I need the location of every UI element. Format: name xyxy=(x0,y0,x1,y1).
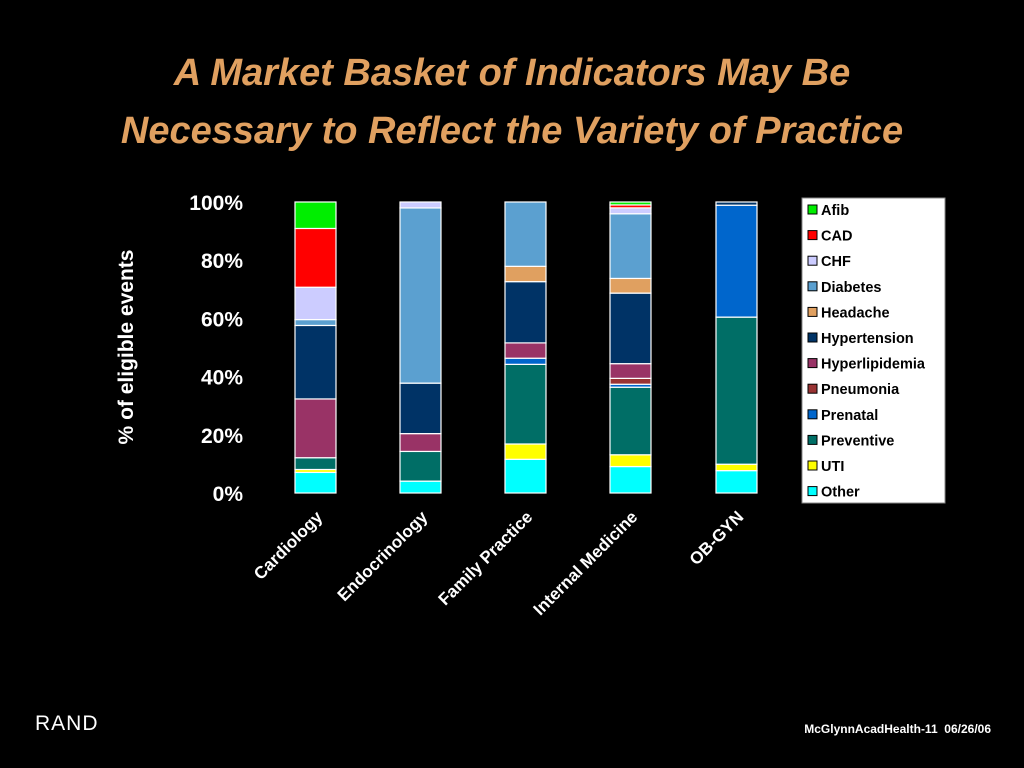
y-tick-label: 20% xyxy=(201,425,243,448)
bar-segment-chf xyxy=(294,286,337,321)
bar-segment-hypertension xyxy=(715,201,758,206)
legend-label-headache: Headache xyxy=(821,305,890,321)
y-axis: 0% 20% 40% 60% 80% 100% xyxy=(189,192,243,506)
bar-segment-other xyxy=(715,470,758,494)
bar-segment-hyperlipidemia xyxy=(504,342,547,359)
legend-label-pneumonia: Pneumonia xyxy=(821,382,900,398)
bar-segment-hypertension xyxy=(504,281,547,344)
bar-group-cardiology xyxy=(294,201,337,494)
bar-segment-chf xyxy=(609,207,652,215)
legend-label-other: Other xyxy=(821,485,860,501)
bar-segment-hypertension xyxy=(609,292,652,365)
legend-box xyxy=(801,197,946,504)
bar-segment-hyperlipidemia xyxy=(609,363,652,379)
legend-swatch-preventive xyxy=(807,434,818,445)
legend-label-uti: UTI xyxy=(821,459,844,475)
legend-swatch-other xyxy=(807,486,818,497)
legend-swatch-cad xyxy=(807,230,818,241)
x-axis: Cardiology Endocrinology Family PracticeIn… xyxy=(250,507,747,619)
bar-segment-pneumonia xyxy=(609,377,652,385)
bar-segment-afib xyxy=(609,201,652,206)
x-tick-label: Internal Medicine xyxy=(530,507,642,619)
bar-segment-preventive xyxy=(504,363,547,445)
y-tick-label: 40% xyxy=(201,367,243,390)
x-tick-label: Cardiology xyxy=(250,507,327,584)
legend-swatch-uti xyxy=(807,460,818,471)
bar-segment-diabetes xyxy=(294,318,337,327)
legend-label-hypertension: Hypertension xyxy=(821,331,914,347)
y-tick-label: 60% xyxy=(201,308,243,331)
bar-segment-other xyxy=(609,465,652,494)
bar-segment-afib xyxy=(294,201,337,230)
bar-segment-hypertension xyxy=(294,324,337,400)
bar-segment-chf xyxy=(399,201,442,209)
x-tick-label: Endocrinology xyxy=(334,507,432,605)
legend-label-cad: CAD xyxy=(821,229,852,245)
legend-label-chf: CHF xyxy=(821,254,851,270)
legend-swatch-headache xyxy=(807,306,818,317)
bar-segment-uti xyxy=(504,443,547,460)
bar-segment-hyperlipidemia xyxy=(294,398,337,459)
bar-segment-diabetes xyxy=(609,213,652,280)
bar-segment-uti xyxy=(715,463,758,472)
legend-swatch-pneumonia xyxy=(807,383,818,394)
y-tick-label: 0% xyxy=(213,483,244,506)
bar-segment-other xyxy=(504,458,547,494)
bar-segment-prenatal xyxy=(504,357,547,365)
slide-title-line-1: A Market Basket of Indicators May Be xyxy=(173,52,851,94)
bar-segment-preventive xyxy=(715,316,758,465)
legend-swatch-prenatal xyxy=(807,409,818,420)
x-tick-label: OB-GYN xyxy=(686,507,748,569)
legend-label-preventive: Preventive xyxy=(821,433,894,449)
bar-segment-preventive xyxy=(609,386,652,456)
legend-label-afib: Afib xyxy=(821,203,849,219)
legend-label-prenatal: Prenatal xyxy=(821,408,878,424)
bar-segment-hyperlipidemia xyxy=(399,433,442,453)
bar-segment-other xyxy=(294,471,337,494)
bar-segment-hypertension xyxy=(399,382,442,435)
rand-logo: RAND xyxy=(35,712,99,735)
legend: Afib CAD CHF Diabetes Headache Hypertension Hy… xyxy=(801,197,946,504)
bar-group-internal-medicine xyxy=(609,201,652,494)
bar-group-ob-gyn xyxy=(715,201,758,494)
bar-segment-diabetes xyxy=(504,201,547,267)
legend-swatch-diabetes xyxy=(807,281,818,292)
legend-swatch-afib xyxy=(807,204,818,215)
legend-label-diabetes: Diabetes xyxy=(821,280,881,296)
plot-area xyxy=(294,201,758,494)
bar-group-endocrinology xyxy=(399,201,442,494)
legend-swatch-hypertension xyxy=(807,332,818,343)
y-tick-label: 80% xyxy=(201,250,243,273)
bar-segment-other xyxy=(399,480,442,494)
slide-title-line-2: Necessary to Reflect the Variety of Prac… xyxy=(120,110,904,152)
bar-segment-preventive xyxy=(399,450,442,482)
bar-segment-diabetes xyxy=(399,207,442,384)
x-tick-label: Family Practice xyxy=(435,507,537,609)
bar-segment-uti xyxy=(609,454,652,468)
slide-title: A Market Basket of Indicators May Be Nec… xyxy=(0,44,1024,160)
y-axis-label: % of eligible events xyxy=(115,250,138,445)
legend-label-hyperlipidemia: Hyperlipidemia xyxy=(821,357,926,373)
footer-reference: McGlynnAcadHealth-11 06/26/06 xyxy=(804,722,991,736)
bar-segment-prenatal xyxy=(715,204,758,318)
bar-group-family-practice xyxy=(504,201,547,494)
bar-segment-headache xyxy=(609,277,652,294)
bar-segment-preventive xyxy=(294,457,337,471)
legend-swatch-chf xyxy=(807,255,818,266)
y-tick-label: 100% xyxy=(189,192,243,215)
bar-segment-headache xyxy=(504,265,547,283)
legend-swatch-hyperlipidemia xyxy=(807,358,818,369)
bar-segment-cad xyxy=(294,227,337,288)
